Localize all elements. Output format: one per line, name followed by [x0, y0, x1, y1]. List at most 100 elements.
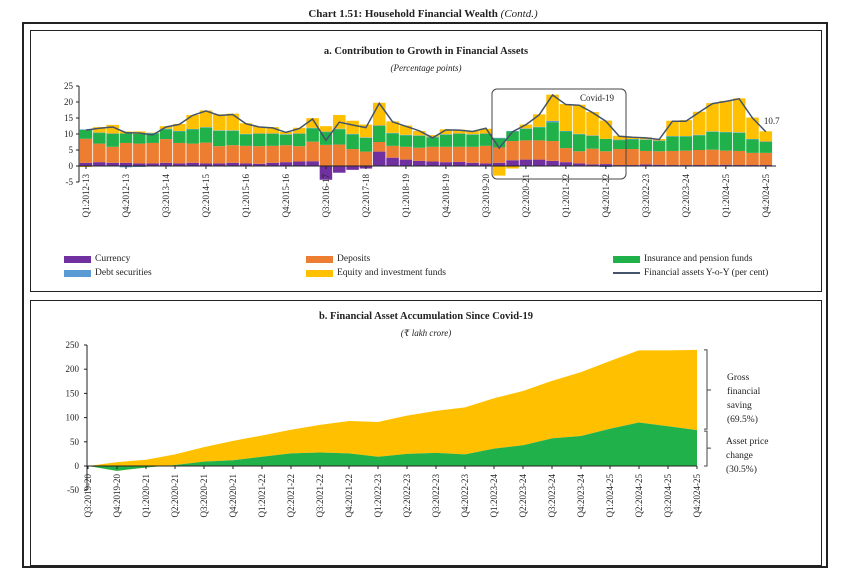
y-tick-label: -5 [66, 177, 74, 187]
y-tick-label: 20 [64, 97, 74, 107]
x-tick-label: Q3:2023-24 [547, 474, 557, 518]
x-tick-label: Q3:2020-21 [199, 474, 209, 518]
bar-equity [213, 114, 226, 131]
bar-insurance [626, 139, 639, 150]
bar-insurance [559, 131, 573, 149]
note-line: (69.5%) [727, 415, 758, 425]
bar-deposits [213, 146, 226, 164]
bar-insurance [532, 127, 546, 141]
y-tick-label: 200 [66, 364, 80, 374]
bar-deposits [186, 143, 199, 163]
x-tick-label: Q1:2021-22 [561, 174, 571, 218]
bar-equity [173, 123, 186, 131]
x-tick-label: Q3:2019-20 [83, 474, 93, 518]
x-tick-label: Q1:2015-16 [241, 174, 251, 218]
bar-equity [186, 114, 199, 130]
x-tick-label: Q2:2023-24 [681, 174, 691, 218]
bar-deposits [612, 149, 626, 166]
bar-equity [746, 117, 759, 139]
bar-equity [626, 137, 639, 139]
bar-insurance [706, 131, 719, 150]
bar-insurance [173, 131, 186, 143]
bar-insurance [266, 134, 279, 146]
x-tick-label: Q4:2024-25 [692, 474, 702, 518]
chart-title: Chart 1.51: Household Financial Wealth (… [0, 8, 846, 20]
x-tick-label: Q1:2018-19 [401, 174, 411, 218]
legend-label: Insurance and pension funds [644, 254, 753, 264]
bar-deposits [279, 145, 293, 163]
bar-insurance [399, 135, 413, 147]
bar-currency [572, 163, 586, 166]
bar-currency [319, 166, 333, 180]
bar-deposits [546, 141, 559, 161]
bar-equity [319, 126, 333, 132]
bar-deposits [732, 150, 746, 166]
bar-insurance [346, 134, 359, 150]
legend-currency: Currency [64, 254, 130, 264]
bar-currency [186, 162, 199, 166]
bar-currency [253, 163, 266, 166]
bracket-gross-saving [704, 349, 711, 430]
x-tick-label: Q2:2023-24 [518, 474, 528, 518]
x-tick-label: Q4:2018-19 [441, 174, 451, 218]
bar-deposits [599, 151, 613, 165]
area-gross-financial-saving [88, 349, 697, 471]
bar-insurance [466, 134, 479, 147]
x-tick-label: Q4:2021-22 [601, 174, 611, 218]
bar-deposits [719, 150, 733, 165]
x-tick-label: Q4:2023-24 [576, 474, 586, 518]
bar-deposits [639, 150, 653, 165]
bar-deposits [466, 146, 479, 163]
y-tick-label: 100 [66, 413, 80, 423]
bar-insurance [413, 135, 426, 148]
bar-equity [306, 118, 319, 128]
bar-equity [466, 130, 479, 135]
bar-equity [572, 104, 586, 134]
legend-swatch [613, 272, 640, 274]
bar-currency [652, 164, 666, 166]
bar-deposits [226, 145, 239, 163]
bar-currency [79, 162, 93, 166]
bar-currency [466, 162, 479, 166]
y-tick-label: 0 [75, 461, 80, 471]
y-tick-label: -50 [67, 485, 79, 495]
bar-currency [426, 161, 439, 166]
bar-currency [119, 162, 133, 166]
bar-equity [426, 135, 439, 137]
bar-deposits [386, 145, 399, 158]
x-tick-label: Q1:2024-25 [605, 474, 615, 518]
bar-insurance [386, 133, 399, 146]
bar-equity [373, 102, 386, 126]
legend-label: Deposits [337, 254, 371, 264]
x-tick-label: Q2:2024-25 [634, 474, 644, 518]
legend-label: Financial assets Y-o-Y (per cent) [644, 268, 769, 278]
bar-equity [586, 112, 599, 136]
bar-insurance [146, 133, 159, 143]
bar-insurance [666, 136, 679, 151]
bar-equity [386, 121, 399, 133]
bar-insurance [373, 126, 386, 142]
y-tick-label: 10 [64, 129, 74, 139]
note-line: change [726, 451, 753, 461]
x-tick-label: Q3:2022-23 [641, 174, 651, 218]
x-tick-label: Q2:2020-21 [521, 174, 531, 218]
y-tick-label: 0 [69, 161, 74, 171]
x-tick-label: Q3:2022-23 [431, 474, 441, 518]
legend-swatch [306, 255, 333, 263]
bar-deposits [319, 144, 333, 166]
bar-insurance [586, 135, 599, 149]
bar-insurance [519, 128, 533, 141]
bar-insurance [279, 134, 293, 146]
covid-box [491, 88, 627, 180]
legend-swatch [306, 269, 333, 277]
bar-insurance [359, 137, 373, 152]
bar-deposits [133, 143, 146, 164]
bar-insurance [186, 129, 199, 144]
panel-b-subtitle: (₹ lakh crore) [400, 328, 452, 338]
bar-currency [399, 159, 413, 166]
x-tick-label: Q4:2021-22 [344, 474, 354, 518]
bar-debt [492, 137, 506, 139]
panel-a-title: a. Contribution to Growth in Financial A… [323, 46, 529, 57]
x-tick-label: Q1:2024-25 [721, 174, 731, 218]
legend-swatch [64, 269, 91, 277]
